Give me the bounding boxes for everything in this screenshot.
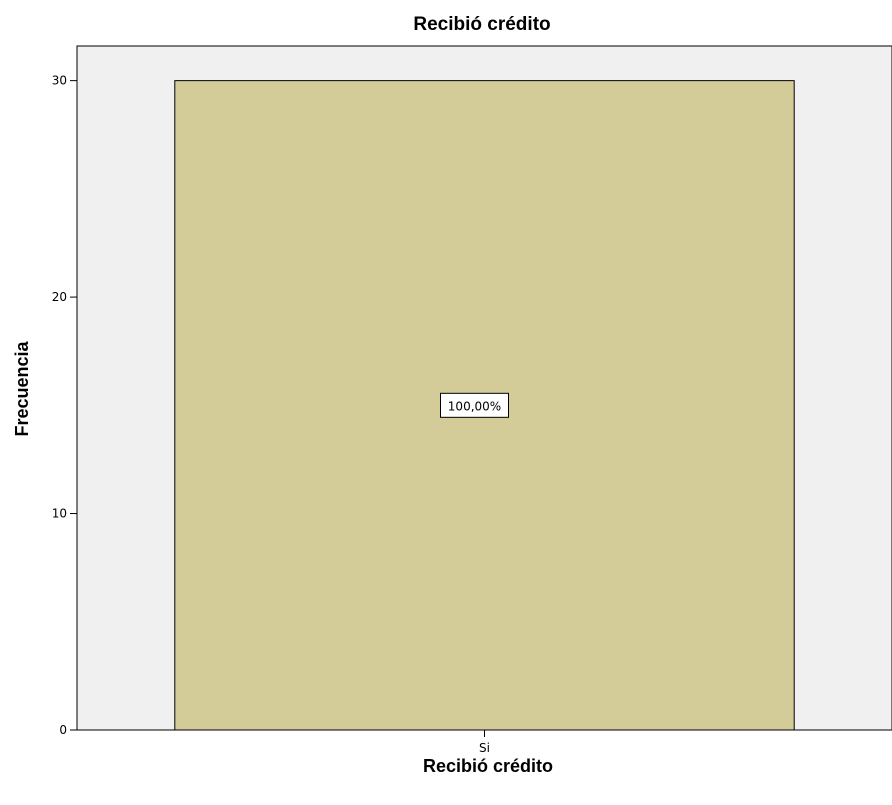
- data-label-box: [440, 392, 509, 418]
- x-axis: Si: [479, 730, 490, 755]
- x-tick-label: Si: [479, 741, 490, 755]
- y-tick-label: 0: [59, 723, 67, 737]
- chart-title: Recibió crédito: [413, 14, 550, 35]
- y-axis: 0 10 20 30: [52, 74, 77, 737]
- x-axis-title: Recibió crédito: [423, 756, 553, 776]
- y-tick-label: 10: [52, 507, 67, 521]
- bars-group: 100,00%: [174, 80, 795, 731]
- y-tick-label: 20: [52, 290, 67, 304]
- data-label: 100,00%: [448, 399, 501, 413]
- y-tick-label: 30: [52, 74, 67, 88]
- y-axis-title: Frecuencia: [12, 340, 32, 436]
